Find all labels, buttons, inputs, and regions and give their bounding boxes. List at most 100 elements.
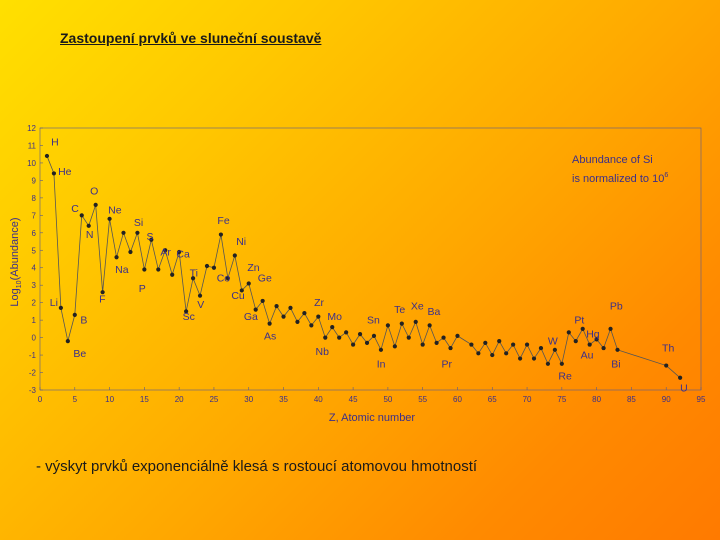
element-label: Pt	[574, 315, 584, 327]
data-point	[441, 335, 446, 340]
element-label: Hg	[586, 329, 600, 341]
data-point	[559, 361, 564, 366]
y-tick-label: 5	[32, 246, 37, 255]
data-point	[552, 347, 557, 352]
x-tick-label: 60	[453, 395, 462, 404]
element-label: Re	[558, 371, 572, 383]
x-tick-label: 10	[105, 395, 114, 404]
element-label: Xe	[411, 301, 424, 313]
data-point	[65, 338, 70, 344]
y-tick-label: 2	[32, 299, 37, 308]
data-point	[281, 314, 286, 319]
x-tick-label: 55	[418, 395, 427, 404]
element-label: B	[80, 315, 87, 327]
x-tick-label: 65	[488, 395, 497, 404]
data-point	[566, 330, 571, 335]
element-label: W	[548, 336, 558, 348]
element-label: Au	[581, 350, 594, 362]
data-point	[615, 347, 620, 352]
element-label: Mo	[327, 311, 342, 323]
data-point	[392, 344, 397, 349]
element-label: Fe	[217, 215, 229, 227]
element-label: U	[680, 383, 688, 395]
x-tick-label: 5	[73, 395, 78, 404]
data-point	[378, 347, 384, 352]
data-point	[420, 342, 425, 347]
y-tick-label: 12	[27, 124, 36, 133]
data-point	[357, 332, 363, 337]
data-point	[531, 356, 537, 361]
bullet-text: - výskyt prvků exponenciálně klesá s ros…	[36, 458, 478, 475]
y-tick-label: 8	[32, 194, 37, 203]
element-label: Ga	[244, 311, 258, 323]
data-point	[204, 263, 210, 269]
y-tick-label: 10	[27, 159, 36, 168]
element-label: V	[197, 299, 204, 311]
element-label: Ca	[176, 248, 190, 260]
y-tick-label: 11	[28, 141, 37, 150]
data-point	[72, 312, 77, 317]
x-tick-label: 20	[175, 395, 184, 404]
data-point	[197, 293, 203, 298]
element-label: As	[264, 330, 276, 342]
data-point	[399, 321, 404, 326]
element-label: Sn	[367, 315, 380, 327]
data-point	[121, 230, 126, 235]
data-point	[316, 314, 321, 319]
element-label: He	[58, 166, 72, 178]
element-label: P	[139, 283, 146, 295]
y-tick-label: 1	[32, 316, 37, 325]
normalization-note-line1: Abundance of Si	[572, 154, 653, 166]
element-label: N	[86, 229, 94, 241]
data-point	[253, 307, 258, 312]
x-tick-label: 90	[662, 395, 671, 404]
data-point	[594, 337, 599, 342]
element-label: Ge	[258, 273, 272, 285]
data-point	[580, 326, 585, 331]
data-point	[497, 338, 502, 344]
data-point	[135, 230, 140, 235]
x-axis-ticks: 0 5 10 15 20 25 30 35 40 45 50 55 60 65 70 75 80 85 90 95	[38, 387, 706, 404]
data-point	[190, 276, 196, 281]
element-label: Ar	[160, 247, 171, 259]
data-point	[170, 272, 175, 277]
data-point	[93, 202, 98, 207]
data-point	[524, 342, 530, 347]
data-point	[288, 305, 293, 311]
element-label: O	[90, 185, 98, 197]
x-tick-label: 0	[38, 395, 43, 404]
data-point	[107, 216, 112, 221]
data-point	[142, 267, 147, 272]
data-point	[267, 321, 272, 326]
element-label: C	[71, 203, 79, 215]
data-point	[483, 340, 488, 345]
x-tick-label: 15	[140, 395, 149, 404]
data-point	[114, 255, 119, 260]
element-label: Pr	[441, 358, 452, 370]
data-point	[448, 345, 453, 351]
x-tick-label: 25	[209, 395, 218, 404]
x-tick-label: 40	[314, 395, 323, 404]
data-point	[587, 342, 592, 347]
data-point	[413, 319, 418, 324]
abundance-series-line	[46, 155, 681, 379]
element-label: Co	[217, 273, 231, 285]
normalization-note-line2: is normalized to 106	[572, 172, 668, 185]
element-label: H	[51, 136, 59, 148]
element-label: Bi	[611, 358, 620, 370]
x-tick-label: 85	[627, 395, 636, 404]
data-point	[678, 375, 683, 380]
data-point	[274, 304, 279, 309]
y-tick-label: 9	[32, 176, 37, 185]
element-label: In	[377, 358, 386, 370]
data-point	[330, 325, 335, 330]
data-point	[511, 342, 516, 347]
data-point	[79, 213, 84, 218]
element-label: S	[146, 231, 153, 243]
data-point	[351, 342, 356, 347]
element-label: Pb	[610, 301, 623, 313]
data-point	[344, 330, 349, 335]
x-tick-label: 75	[557, 395, 566, 404]
